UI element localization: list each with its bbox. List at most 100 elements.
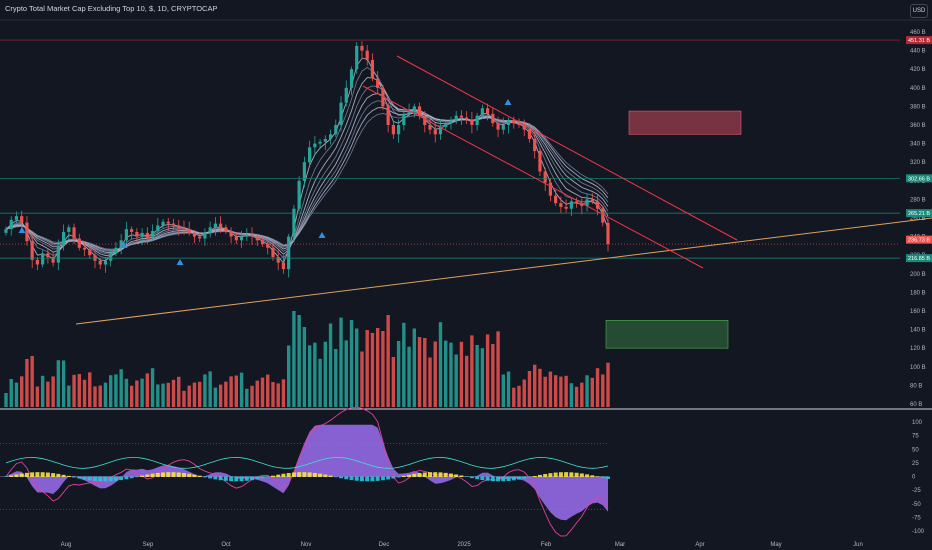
osc-money-flow-bar <box>354 476 359 481</box>
osc-money-flow-bar <box>229 476 234 482</box>
volume-bar <box>407 346 411 407</box>
osc-money-flow-bar <box>108 476 113 482</box>
osc-money-flow-bar <box>569 472 574 477</box>
osc-money-flow-bar <box>386 476 391 480</box>
volume-bar <box>30 356 34 407</box>
candle-body <box>177 225 181 228</box>
volume-bar <box>166 382 170 407</box>
osc-money-flow-bar <box>595 476 600 477</box>
ribbon-line <box>5 113 609 250</box>
price-tick-label: 320 B <box>910 160 926 166</box>
volume-bar <box>239 372 244 407</box>
candle-body <box>35 259 40 265</box>
osc-money-flow-bar <box>485 476 490 481</box>
volume-bar <box>480 348 485 407</box>
candle-body <box>130 229 134 232</box>
price-axis[interactable]: 460 B 440 B 420 B 400 B 380 B 360 B 340 B 320 B… <box>906 30 932 535</box>
candle-body <box>292 208 296 237</box>
osc-money-flow-bar <box>391 476 396 479</box>
candle-body <box>198 236 202 239</box>
price-tag-box <box>906 254 932 263</box>
volume-bar <box>61 360 66 407</box>
volume-bar <box>245 388 249 407</box>
candle-body <box>30 241 34 260</box>
price-tag-label: 216.85 B <box>908 256 930 262</box>
osc-money-flow-bar <box>606 476 610 479</box>
time-label: Dec <box>379 542 390 548</box>
osc-money-flow-bar <box>375 476 380 481</box>
osc-money-flow-bar <box>506 476 511 481</box>
time-axis[interactable]: Aug Sep Oct Nov Dec 2025 Feb Mar Apr May Jun <box>61 542 863 548</box>
ascending-support-line <box>75 217 932 325</box>
volume-bar <box>580 382 584 407</box>
osc-money-flow-bar <box>250 476 255 481</box>
volume-bar <box>349 320 354 407</box>
osc-money-flow-bar <box>365 476 370 482</box>
candle-body <box>417 106 422 116</box>
volume-bar <box>491 344 495 407</box>
volume-bar <box>512 387 516 407</box>
candle-body <box>475 115 479 125</box>
volume-bar <box>454 354 458 407</box>
osc-money-flow-bar <box>318 473 323 477</box>
candle-body <box>14 216 19 220</box>
osc-money-flow-bar <box>380 476 385 481</box>
osc-rsi-line <box>5 456 609 469</box>
volume-bar <box>156 384 160 407</box>
candle-body <box>46 253 50 258</box>
osc-money-flow-bar <box>244 476 249 481</box>
volume-bar <box>234 375 239 407</box>
ribbon-line <box>5 85 609 255</box>
time-label: Apr <box>695 542 704 548</box>
price-tag-box <box>906 174 932 183</box>
osc-tick-label: 75 <box>912 434 919 440</box>
volume-bar <box>370 333 375 407</box>
volume-bar <box>197 381 202 407</box>
osc-money-flow-bar <box>30 472 35 477</box>
volume-bar <box>88 372 92 407</box>
volume-bar <box>208 371 212 407</box>
volume-bar <box>344 340 348 407</box>
volume-bar <box>297 315 301 407</box>
time-label: Sep <box>143 542 154 548</box>
osc-tick-label: 0 <box>912 475 916 481</box>
osc-money-flow-bar <box>77 476 82 479</box>
candle-body <box>276 257 280 263</box>
osc-money-flow-bar <box>522 476 527 479</box>
time-label: Aug <box>61 542 72 548</box>
osc-money-flow-bar <box>98 476 103 482</box>
volume-bar <box>140 378 144 407</box>
candle-body <box>135 231 139 237</box>
volume-bar <box>135 380 139 407</box>
osc-money-flow-bar <box>496 476 501 482</box>
osc-money-flow-bar <box>339 476 344 479</box>
volume-bar <box>9 379 13 407</box>
volume-bar <box>396 341 401 407</box>
candle-body <box>318 141 322 144</box>
osc-money-flow-bar <box>312 472 317 477</box>
candle-body <box>407 111 411 114</box>
trend-lines <box>0 39 932 325</box>
volume-bar <box>381 331 385 407</box>
candle-body <box>302 162 306 181</box>
candle-body <box>428 125 432 130</box>
candle-body <box>470 119 474 125</box>
volume-bar <box>386 315 390 407</box>
volume-bar <box>564 375 568 407</box>
candle-body <box>517 123 521 125</box>
osc-money-flow-bar <box>192 474 197 477</box>
volume-bar <box>250 385 254 407</box>
osc-money-flow-bar <box>140 475 145 477</box>
volume-bar <box>150 368 155 407</box>
currency-button[interactable]: USD <box>910 4 928 18</box>
volume-bar <box>517 385 521 407</box>
osc-tick-label: 25 <box>912 461 919 467</box>
osc-money-flow-bar <box>87 476 92 481</box>
candle-body <box>260 240 265 245</box>
zone-boxes <box>605 110 742 349</box>
price-tick-label: 420 B <box>910 67 926 73</box>
symbol-title[interactable]: Crypto Total Market Cap Excluding Top 10… <box>5 4 218 13</box>
volume-bar <box>313 342 317 407</box>
candle-body <box>580 203 584 206</box>
